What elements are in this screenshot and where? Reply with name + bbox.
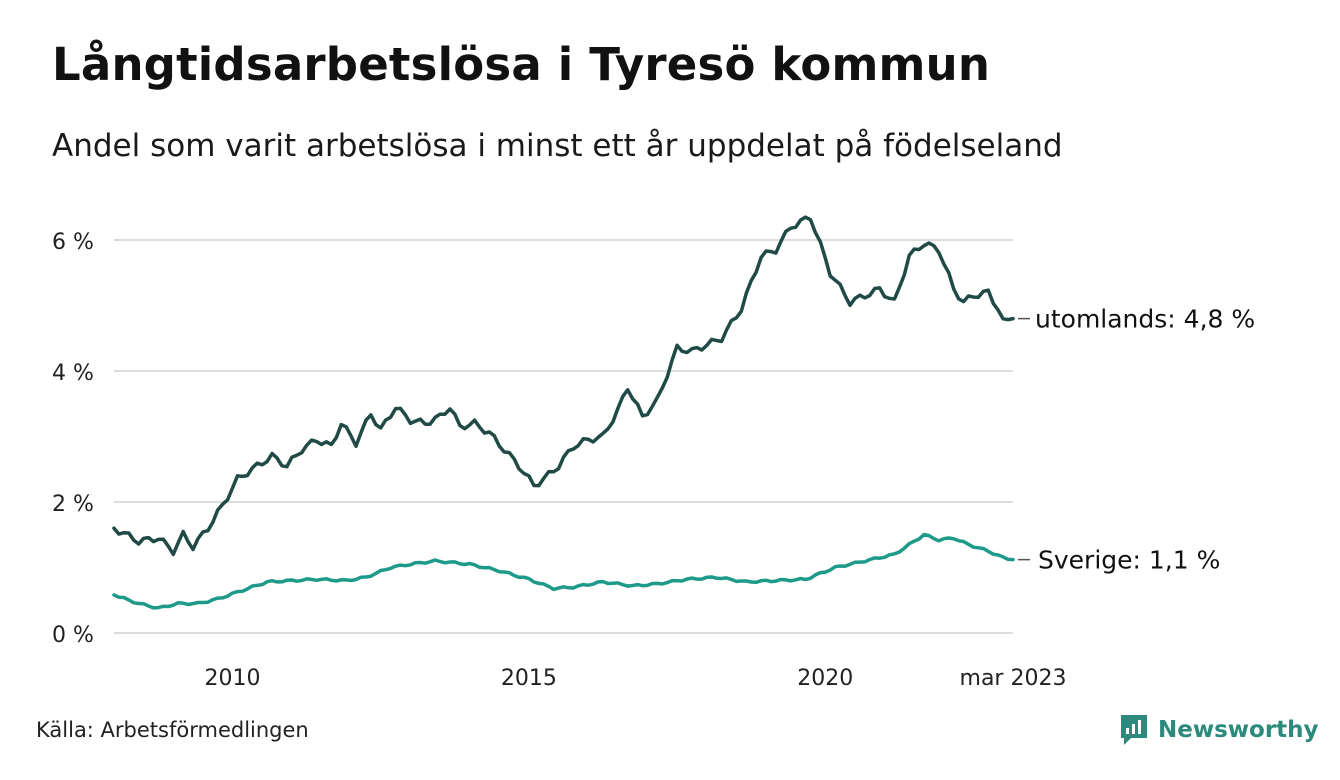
y-tick-label: 2 % [52, 492, 94, 517]
chart-title: Långtidsarbetslösa i Tyresö kommun [52, 38, 991, 91]
series-line-utomlands [112, 215, 1015, 557]
y-axis-tick-labels: 0 % 2 % 4 % 6 % [52, 230, 94, 648]
series-end-labels: utomlands: 4,8 % Sverige: 1,1 % [1018, 305, 1255, 575]
end-label-utomlands: utomlands: 4,8 % [1035, 305, 1255, 334]
chart-subtitle: Andel som varit arbetslösa i minst ett å… [52, 128, 1063, 164]
end-label-sverige: Sverige: 1,1 % [1038, 546, 1220, 575]
x-axis-tick-labels: 2010 2015 2020 mar 2023 [205, 666, 1067, 691]
y-tick-label: 4 % [52, 361, 94, 386]
x-tick-label: 2010 [205, 666, 261, 691]
y-tick-label: 6 % [52, 230, 94, 255]
newsworthy-logo-icon [1121, 715, 1147, 745]
x-tick-label: 2020 [797, 666, 853, 691]
y-tick-label: 0 % [52, 623, 94, 648]
brand-name: Newsworthy [1158, 717, 1319, 743]
grid-lines [114, 239, 1013, 634]
series-lines [112, 215, 1015, 610]
x-tick-label: mar 2023 [960, 666, 1067, 691]
x-tick-label: 2015 [501, 666, 557, 691]
brand-logo[interactable]: Newsworthy [1118, 712, 1319, 748]
line-chart: 0 % 2 % 4 % 6 % 2010 2015 2020 mar 2023 utomla… [52, 215, 1255, 691]
series-line-sverige [112, 532, 1015, 610]
source-note: Källa: Arbetsförmedlingen [36, 718, 309, 742]
